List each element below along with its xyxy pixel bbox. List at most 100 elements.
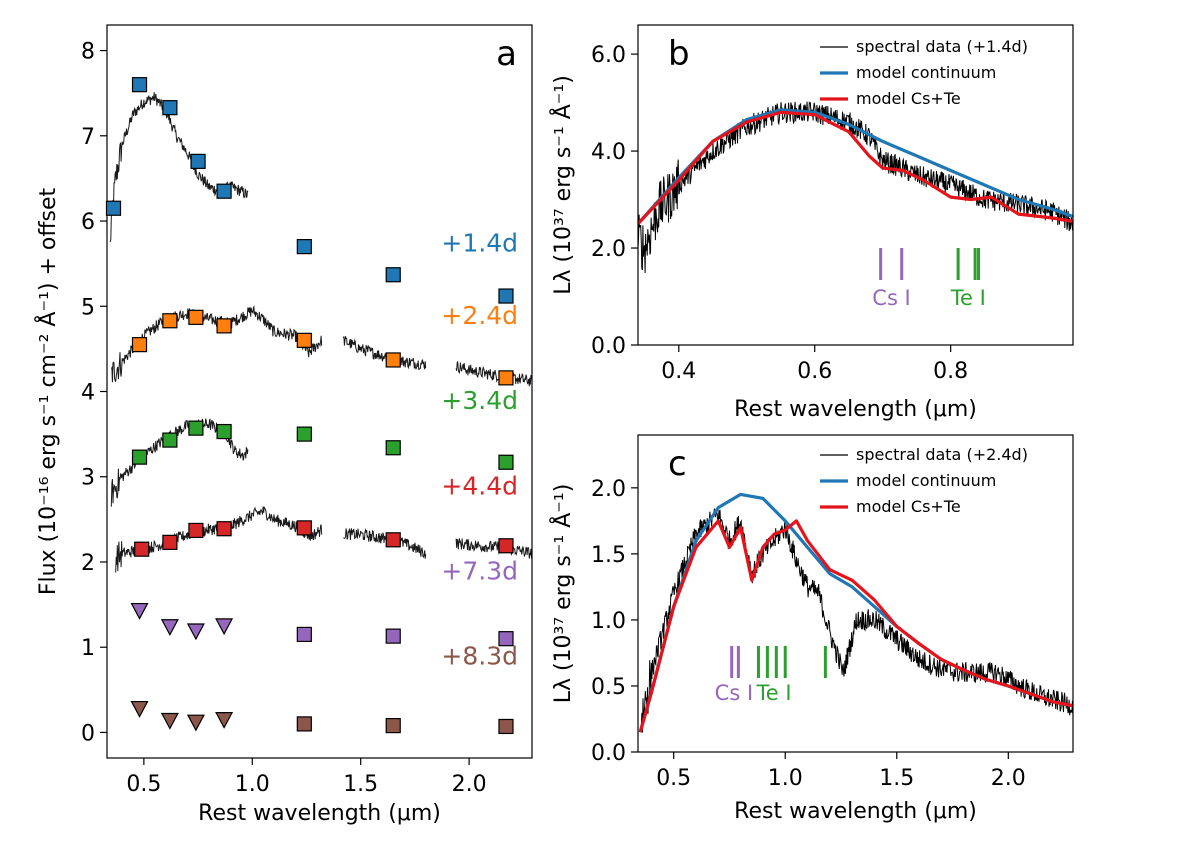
y-tick-label: 6 <box>81 210 95 235</box>
spectrum-line <box>455 538 532 559</box>
y-axis-label: Flux (10⁻¹⁶ erg s⁻¹ cm⁻² Å⁻¹) + offset <box>34 188 61 596</box>
x-tick-label: 1.0 <box>235 772 270 797</box>
line-id-label: Cs I <box>715 681 753 705</box>
photometry-point <box>385 628 401 644</box>
x-tick-label: 0.8 <box>933 359 968 384</box>
y-tick-label: 1.5 <box>591 543 626 568</box>
spectrum-line <box>455 361 532 387</box>
photometry-point <box>162 100 178 116</box>
y-tick-label: 2 <box>81 551 95 576</box>
x-tick-label: 0.4 <box>661 359 696 384</box>
y-tick-label: 4 <box>81 381 95 406</box>
y-tick-label: 0.0 <box>591 334 626 359</box>
x-tick-label: 2.0 <box>452 772 487 797</box>
x-tick-label: 0.6 <box>797 359 832 384</box>
model-continuum-line <box>638 492 1073 733</box>
photometry-point <box>296 520 312 536</box>
photometry-point <box>162 313 178 329</box>
upper-limit-point <box>215 618 234 636</box>
photometry-point <box>216 521 232 537</box>
plot-frame-c <box>637 434 1074 753</box>
upper-limit-point <box>160 619 179 637</box>
legend-entry: spectral data (+2.4d) <box>856 445 1028 464</box>
photometry-point <box>498 370 514 386</box>
y-tick-label: 8 <box>81 40 95 65</box>
y-tick-label: 2.0 <box>591 237 626 262</box>
x-axis-label: Rest wavelength (μm) <box>198 801 441 826</box>
x-tick-label: 1.5 <box>879 766 914 791</box>
y-tick-label: 1 <box>81 636 95 661</box>
y-axis-label: Lλ (10³⁷ erg s⁻¹ Å⁻¹) <box>549 75 576 295</box>
photometry-point <box>498 454 514 470</box>
y-tick-label: 6.0 <box>591 43 626 68</box>
x-tick-label: 2.0 <box>991 766 1026 791</box>
line-id-label: Te I <box>756 681 792 705</box>
plot-area-a <box>109 92 532 573</box>
y-tick-label: 0 <box>81 721 95 746</box>
x-tick-label: 1.0 <box>768 766 803 791</box>
photometry-point <box>498 631 514 647</box>
epoch-label: +8.3d <box>441 642 518 671</box>
photometry-point <box>131 449 148 465</box>
y-tick-label: 3 <box>81 466 95 491</box>
photometry-point <box>296 332 312 348</box>
photometry-point <box>498 538 514 554</box>
model-cs-te-line <box>638 519 1073 733</box>
photometry-point <box>216 423 232 440</box>
panel-letter: b <box>668 34 690 74</box>
upper-limit-point <box>130 700 149 718</box>
photometry-point <box>131 337 148 353</box>
line-id-label: Cs I <box>872 286 910 310</box>
panel-b: 0.4 0.6 0.8 0.0 2.0 4.0 6.0 Rest wavelength (μm… <box>549 24 1074 422</box>
epoch-label: +3.4d <box>441 386 518 415</box>
upper-limit-point <box>186 714 205 732</box>
plot-frame-b <box>637 24 1074 346</box>
y-tick-label: 0.0 <box>591 741 626 766</box>
x-tick-label: 0.5 <box>656 766 691 791</box>
spectrum-line <box>109 92 249 243</box>
photometry-point <box>105 200 122 216</box>
spectral-data-line <box>639 508 1073 733</box>
legend-entry: model Cs+Te <box>856 89 961 108</box>
upper-limit-point <box>215 712 234 729</box>
spectrum-line <box>343 527 427 559</box>
epoch-label: +4.4d <box>441 471 518 500</box>
epoch-label: +7.3d <box>441 556 518 585</box>
spectrum-line <box>342 336 427 371</box>
photometry-point <box>188 522 204 539</box>
panel-letter: a <box>496 34 517 74</box>
panel-a: 0.5 1.0 1.5 2.0 0 1 2 3 4 5 6 7 8 Rest wavelength (μm… <box>34 24 533 826</box>
photometry-point <box>296 716 312 732</box>
photometry-point <box>162 432 178 448</box>
photometry-point <box>498 718 514 735</box>
y-tick-label: 0.5 <box>591 675 626 700</box>
photometry-point <box>216 183 232 199</box>
photometry-point <box>296 426 312 442</box>
y-axis-label: Lλ (10³⁷ erg s⁻¹ Å⁻¹) <box>549 484 576 704</box>
photometry-point <box>498 288 514 304</box>
upper-limit-point <box>160 712 179 730</box>
spectral-data-line <box>638 100 1073 274</box>
photometry-point <box>385 352 401 368</box>
photometry-point <box>385 267 401 283</box>
x-axis-label: Rest wavelength (μm) <box>734 799 977 824</box>
y-tick-label: 7 <box>81 125 95 150</box>
photometry-point <box>385 440 401 456</box>
legend-entry: model continuum <box>856 471 996 490</box>
upper-limit-point <box>186 623 205 641</box>
photometry-point <box>385 718 401 734</box>
upper-limit-point <box>130 602 149 620</box>
y-tick-label: 5 <box>81 295 95 320</box>
x-tick-label: 1.5 <box>343 772 378 797</box>
y-tick-label: 4.0 <box>591 140 626 165</box>
y-tick-label: 2.0 <box>591 477 626 502</box>
photometry-point <box>216 318 232 334</box>
photometry-point <box>385 532 401 548</box>
x-tick-label: 0.5 <box>126 772 161 797</box>
legend-entry: model Cs+Te <box>856 497 961 516</box>
panel-c: 0.5 1.0 1.5 2.0 0.0 0.5 1.0 1.5 2.0 Rest waveleng… <box>549 434 1074 824</box>
legend-entry: spectral data (+1.4d) <box>856 37 1028 56</box>
photometry-point <box>134 541 150 557</box>
photometry-point <box>188 309 204 325</box>
epoch-label: +2.4d <box>441 301 518 330</box>
